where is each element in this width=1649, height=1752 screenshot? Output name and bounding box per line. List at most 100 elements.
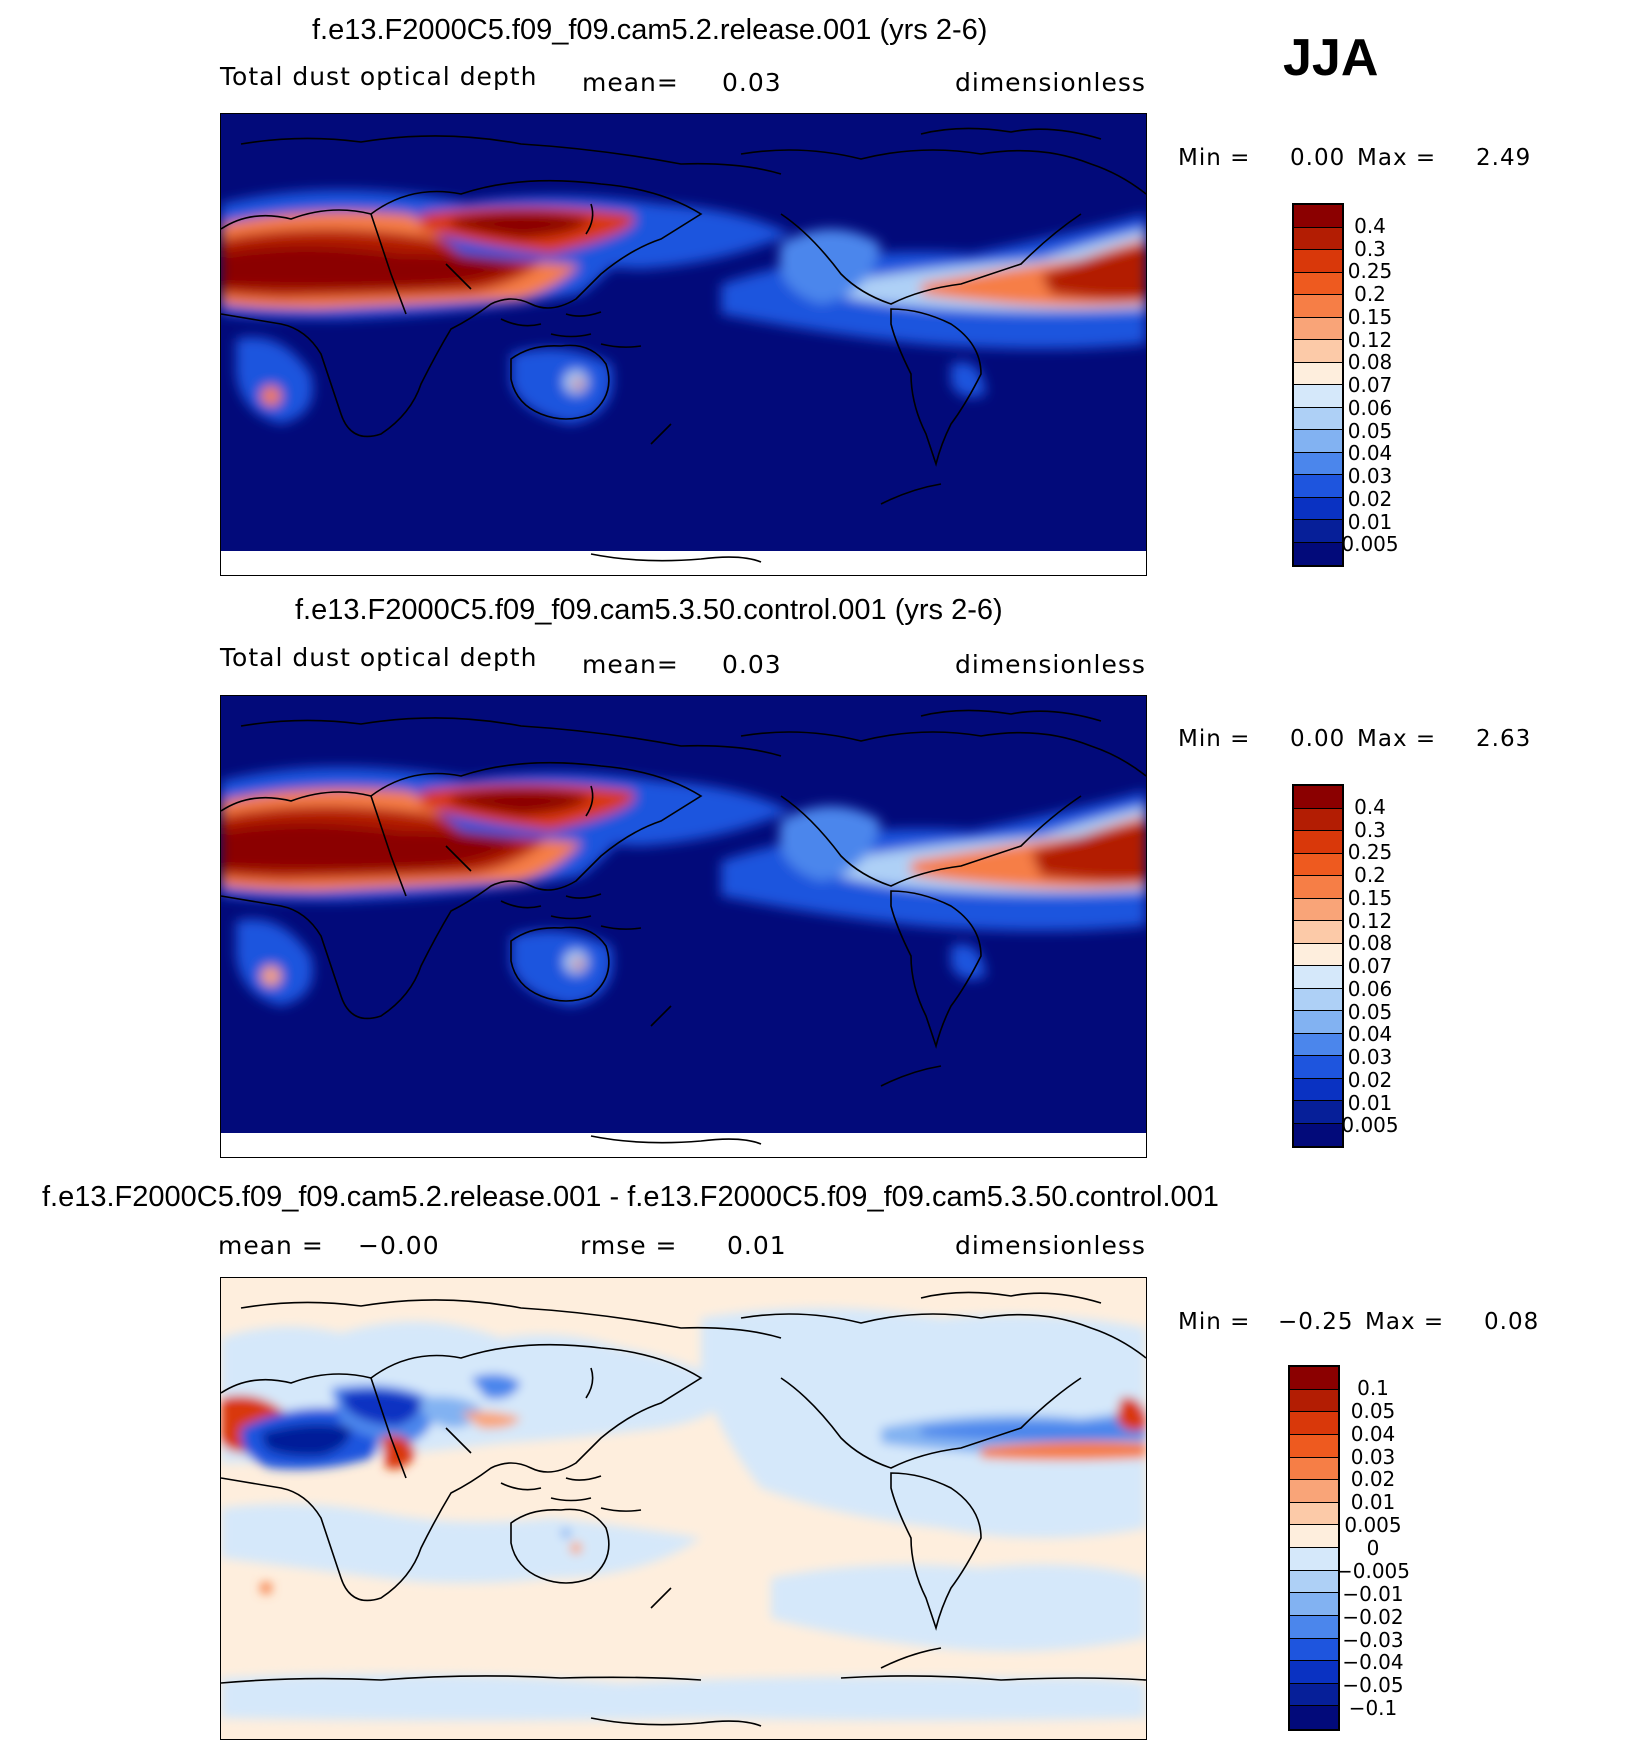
colorbar-tick-label: 0.05 <box>1347 999 1393 1024</box>
colorbar-tick-label: 0.04 <box>1347 441 1393 466</box>
panel1-min-value: 0.00 <box>1290 145 1346 171</box>
colorbar-swatch <box>1290 1367 1338 1390</box>
colorbar-swatch <box>1294 205 1342 228</box>
panel3-difference-pattern <box>221 1308 1146 1721</box>
colorbar-swatch <box>1294 1123 1342 1146</box>
panel3-units: dimensionless <box>955 1231 1146 1260</box>
panel2-mean-value: 0.03 <box>722 650 782 679</box>
colorbar-tick-label: 0.4 <box>1354 794 1386 819</box>
colorbar-swatch <box>1294 943 1342 966</box>
colorbar-tick-label: 0.005 <box>1341 1113 1399 1138</box>
colorbar-swatch <box>1294 1033 1342 1056</box>
colorbar-tick-label: 0.15 <box>1347 304 1393 329</box>
colorbar-swatch <box>1294 272 1342 295</box>
colorbar-tick-label: 0.04 <box>1350 1421 1396 1446</box>
colorbar-swatch <box>1290 1434 1338 1458</box>
panel2-min-value: 0.00 <box>1290 726 1346 752</box>
panel2-title: f.e13.F2000C5.f09_f09.cam5.3.50.control.… <box>295 594 1003 626</box>
colorbar-swatch <box>1294 921 1342 944</box>
colorbar-tick-label: 0.25 <box>1347 840 1393 865</box>
colorbar-swatch <box>1290 1548 1338 1571</box>
colorbar-swatch <box>1290 1570 1338 1594</box>
colorbar-swatch <box>1294 988 1342 1011</box>
colorbar-swatch <box>1290 1457 1338 1481</box>
colorbar-swatch <box>1290 1480 1338 1503</box>
panel1-dust-plumes <box>221 190 1146 424</box>
colorbar-swatch <box>1294 1011 1342 1034</box>
panel3-max-label: Max = <box>1365 1309 1445 1335</box>
colorbar-swatch <box>1290 1593 1338 1616</box>
panel3-min-value: −0.25 <box>1278 1309 1354 1335</box>
panel2-coastlines <box>221 709 1146 1145</box>
panel1-coastlines <box>221 127 1146 563</box>
colorbar-tick-label: −0.02 <box>1342 1604 1404 1629</box>
colorbar-tick-label: 0.07 <box>1347 954 1393 978</box>
panel2-colorbar <box>1292 784 1344 1148</box>
panel1-min-label: Min = <box>1178 145 1251 171</box>
colorbar-tick-label: −0.1 <box>1348 1696 1398 1721</box>
colorbar-swatch <box>1294 831 1342 854</box>
panel3-max-value: 0.08 <box>1484 1309 1540 1335</box>
colorbar-tick-label: 0.2 <box>1354 282 1386 306</box>
colorbar-swatch <box>1294 898 1342 921</box>
colorbar-tick-label: 0 <box>1366 1536 1380 1560</box>
colorbar-swatch <box>1290 1661 1338 1684</box>
panel3-mean-value: −0.00 <box>358 1231 440 1260</box>
colorbar-swatch <box>1294 452 1342 475</box>
colorbar-swatch <box>1290 1683 1338 1707</box>
colorbar-tick-label: 0.3 <box>1354 236 1386 261</box>
panel3-title: f.e13.F2000C5.f09_f09.cam5.2.release.001… <box>42 1181 1219 1213</box>
panel2-dust-plumes <box>221 767 1146 1006</box>
panel2-mean-label: mean= <box>582 650 679 679</box>
colorbar-swatch <box>1290 1525 1338 1548</box>
panel1-units: dimensionless <box>955 68 1146 97</box>
colorbar-tick-label: 0.07 <box>1347 373 1393 397</box>
colorbar-swatch <box>1294 853 1342 876</box>
colorbar-swatch <box>1290 1502 1338 1526</box>
panel2-map <box>220 695 1147 1158</box>
colorbar-tick-label: −0.04 <box>1342 1650 1404 1675</box>
panel2-min-label: Min = <box>1178 726 1251 752</box>
panel1-mean-value: 0.03 <box>722 68 782 97</box>
panel3-mean-label: mean = <box>218 1231 324 1260</box>
colorbar-tick-label: 0.03 <box>1347 464 1393 488</box>
panel3-coastlines <box>221 1291 1146 1727</box>
panel1-max-label: Max = <box>1357 145 1437 171</box>
colorbar-swatch <box>1294 250 1342 273</box>
colorbar-swatch <box>1294 1078 1342 1101</box>
colorbar-tick-label: 0.05 <box>1350 1398 1396 1423</box>
colorbar-tick-label: 0.4 <box>1354 213 1386 238</box>
colorbar-swatch <box>1294 876 1342 899</box>
panel1-variable: Total dust optical depth <box>220 62 538 91</box>
colorbar-tick-label: 0.01 <box>1347 509 1393 534</box>
season-label: JJA <box>1283 29 1379 87</box>
colorbar-swatch <box>1294 362 1342 385</box>
colorbar-tick-label: 0.005 <box>1341 532 1399 557</box>
colorbar-swatch <box>1290 1615 1338 1639</box>
panel1-mean-label: mean= <box>582 68 679 97</box>
colorbar-tick-label: 0.3 <box>1354 817 1386 842</box>
colorbar-swatch <box>1294 497 1342 520</box>
panel3-min-label: Min = <box>1178 1309 1251 1335</box>
colorbar-tick-label: 0.01 <box>1347 1090 1393 1115</box>
colorbar-swatch <box>1294 295 1342 318</box>
colorbar-swatch <box>1294 430 1342 453</box>
colorbar-tick-label: 0.02 <box>1347 1067 1393 1092</box>
colorbar-tick-label: 0.03 <box>1350 1444 1396 1469</box>
colorbar-swatch <box>1294 385 1342 408</box>
colorbar-tick-label: 0.03 <box>1347 1045 1393 1069</box>
colorbar-tick-label: −0.01 <box>1342 1581 1404 1606</box>
colorbar-swatch <box>1294 520 1342 543</box>
colorbar-tick-label: 0.12 <box>1347 908 1393 933</box>
colorbar-tick-label: −0.05 <box>1342 1673 1404 1698</box>
panel3-rmse-value: 0.01 <box>727 1231 787 1260</box>
colorbar-tick-label: 0.02 <box>1350 1467 1396 1492</box>
panel2-units: dimensionless <box>955 650 1146 679</box>
colorbar-tick-label: 0.15 <box>1347 885 1393 910</box>
colorbar-swatch <box>1294 317 1342 340</box>
colorbar-tick-label: 0.25 <box>1347 259 1393 284</box>
colorbar-tick-label: 0.12 <box>1347 327 1393 352</box>
colorbar-tick-label: 0.04 <box>1347 1022 1393 1047</box>
colorbar-swatch <box>1290 1638 1338 1662</box>
colorbar-tick-label: −0.005 <box>1335 1558 1410 1583</box>
